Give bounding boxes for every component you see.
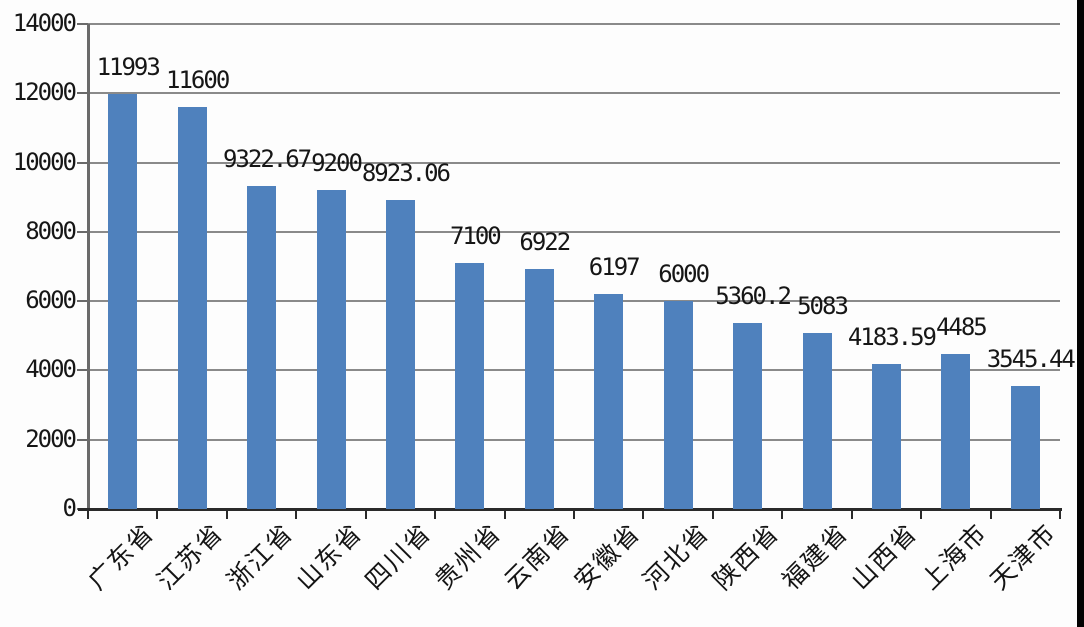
x-axis-category-label: 福建省: [776, 517, 855, 596]
gridline: [88, 230, 1060, 233]
bar: [455, 263, 485, 509]
x-axis-category-label: 陕西省: [706, 517, 785, 596]
screen-right-border: [1077, 0, 1084, 627]
bar: [871, 364, 901, 509]
y-axis-tick-label: 12000: [12, 78, 77, 107]
x-axis-tick: [295, 509, 298, 519]
bar-value-label: 11600: [166, 66, 230, 95]
x-axis-tick: [87, 509, 89, 519]
x-axis-category-label: 山西省: [845, 517, 924, 596]
bar-value-label: 5083: [797, 291, 849, 320]
y-axis-tick-label: 10000: [12, 147, 77, 176]
x-axis-tick: [156, 509, 159, 519]
bar-value-label: 4485: [935, 312, 988, 341]
x-axis-category-label: 广东省: [82, 517, 160, 596]
x-axis-category-label: 安徽省: [568, 517, 646, 596]
bar-value-label: 8923.06: [361, 158, 451, 187]
x-axis-category-label: 贵州省: [429, 517, 507, 596]
x-axis-tick: [573, 509, 575, 519]
x-axis-tick: [989, 509, 992, 519]
y-axis-tick: [77, 161, 88, 164]
gridline: [88, 92, 1060, 95]
x-axis-category-label: 天津市: [984, 517, 1063, 596]
y-axis-tick-label: 4000: [25, 355, 77, 384]
x-axis-tick: [781, 509, 784, 519]
y-axis-tick-label: 0: [62, 494, 77, 522]
x-axis-category-label: 浙江省: [220, 517, 299, 596]
bar: [177, 107, 207, 509]
bar-value-label: 4183.59: [847, 323, 937, 352]
x-axis-category-label: 山东省: [290, 517, 369, 596]
y-axis-tick: [77, 230, 88, 233]
x-axis-category-label: 上海市: [915, 517, 993, 596]
gridline: [88, 161, 1060, 164]
x-axis-tick: [642, 509, 645, 519]
gridline: [88, 300, 1060, 303]
bar-value-label: 5360.2: [715, 282, 792, 311]
bar: [247, 186, 277, 509]
bar: [941, 353, 971, 509]
bar: [802, 332, 832, 509]
y-axis-tick-label: 6000: [25, 286, 77, 315]
bar: [594, 294, 624, 509]
x-axis-category-label: 四川省: [359, 517, 438, 596]
gridline: [88, 438, 1060, 441]
x-axis-category-label: 云南省: [498, 517, 577, 596]
y-axis-tick-label: 8000: [25, 216, 77, 245]
x-axis-line: [78, 508, 1062, 511]
y-axis-tick-label: 2000: [25, 424, 77, 453]
y-axis-line: [87, 24, 90, 511]
x-axis-tick: [434, 509, 437, 519]
bar-value-label: 9200: [311, 149, 363, 178]
bar-value-label: 11993: [96, 52, 161, 81]
x-axis-tick: [503, 509, 506, 519]
x-axis-tick: [364, 509, 367, 519]
bar: [1010, 386, 1040, 509]
y-axis-tick: [77, 438, 88, 441]
y-axis-tick: [77, 300, 88, 303]
gridline: [88, 23, 1060, 25]
bar-value-label: 7100: [449, 222, 502, 251]
bar-value-label: 6000: [658, 260, 710, 289]
x-axis-tick: [850, 509, 853, 519]
bar: [524, 269, 554, 509]
bar: [108, 93, 138, 509]
y-axis-tick: [77, 23, 88, 25]
y-axis-tick: [77, 369, 88, 372]
bar: [733, 323, 763, 509]
x-axis-tick: [225, 509, 228, 519]
bar-value-label: 3545.44: [986, 345, 1076, 374]
x-axis-category-label: 江苏省: [151, 517, 230, 596]
y-axis-tick-label: 14000: [12, 9, 77, 37]
gridline: [88, 369, 1060, 372]
x-axis-category-label: 河北省: [637, 517, 716, 596]
bar: [663, 301, 693, 509]
bar: [316, 190, 346, 509]
x-axis-tick: [1059, 509, 1061, 519]
bar-value-label: 6197: [588, 253, 641, 282]
bar-value-label: 6922: [519, 228, 571, 257]
y-axis-tick: [77, 92, 88, 95]
bar: [385, 199, 415, 509]
x-axis-tick: [920, 509, 923, 519]
bar-value-label: 9322.67: [222, 145, 312, 174]
x-axis-tick: [711, 509, 714, 519]
